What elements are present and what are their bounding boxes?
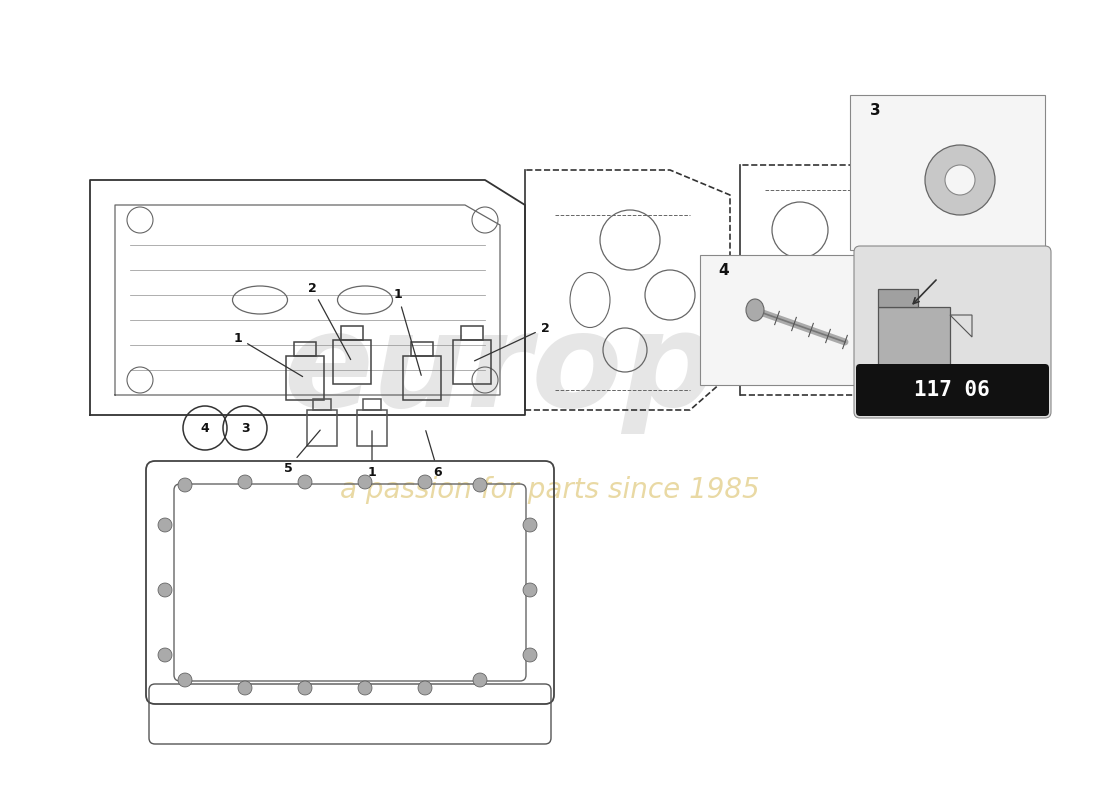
Text: 1: 1 bbox=[233, 331, 302, 377]
Text: 3: 3 bbox=[870, 103, 881, 118]
Circle shape bbox=[158, 518, 172, 532]
Circle shape bbox=[473, 673, 487, 687]
Circle shape bbox=[178, 673, 192, 687]
Circle shape bbox=[158, 583, 172, 597]
Circle shape bbox=[358, 475, 372, 489]
Text: 4: 4 bbox=[718, 263, 728, 278]
Circle shape bbox=[178, 478, 192, 492]
Text: 3: 3 bbox=[241, 422, 250, 434]
Ellipse shape bbox=[746, 299, 764, 321]
Circle shape bbox=[298, 475, 312, 489]
FancyBboxPatch shape bbox=[854, 246, 1050, 418]
Text: 4: 4 bbox=[200, 422, 209, 434]
Circle shape bbox=[522, 583, 537, 597]
Text: 5: 5 bbox=[284, 430, 320, 474]
Circle shape bbox=[925, 145, 996, 215]
Text: 2: 2 bbox=[474, 322, 549, 361]
Circle shape bbox=[158, 648, 172, 662]
FancyBboxPatch shape bbox=[856, 364, 1049, 416]
Polygon shape bbox=[950, 315, 972, 337]
Circle shape bbox=[522, 518, 537, 532]
Circle shape bbox=[522, 648, 537, 662]
Circle shape bbox=[298, 681, 312, 695]
Circle shape bbox=[238, 681, 252, 695]
Circle shape bbox=[473, 478, 487, 492]
Circle shape bbox=[418, 681, 432, 695]
Text: 117 06: 117 06 bbox=[914, 380, 990, 400]
Circle shape bbox=[238, 475, 252, 489]
Circle shape bbox=[945, 165, 975, 195]
Text: 1: 1 bbox=[367, 430, 376, 478]
Text: europ: europ bbox=[283, 306, 717, 434]
FancyBboxPatch shape bbox=[878, 289, 918, 307]
Text: 1: 1 bbox=[394, 289, 421, 375]
FancyBboxPatch shape bbox=[850, 95, 1045, 250]
Text: 6: 6 bbox=[426, 430, 442, 478]
FancyBboxPatch shape bbox=[878, 307, 950, 365]
Circle shape bbox=[418, 475, 432, 489]
Text: a passion for parts since 1985: a passion for parts since 1985 bbox=[340, 476, 760, 504]
FancyBboxPatch shape bbox=[700, 255, 870, 385]
Circle shape bbox=[358, 681, 372, 695]
Circle shape bbox=[870, 327, 886, 343]
Text: 2: 2 bbox=[308, 282, 351, 359]
